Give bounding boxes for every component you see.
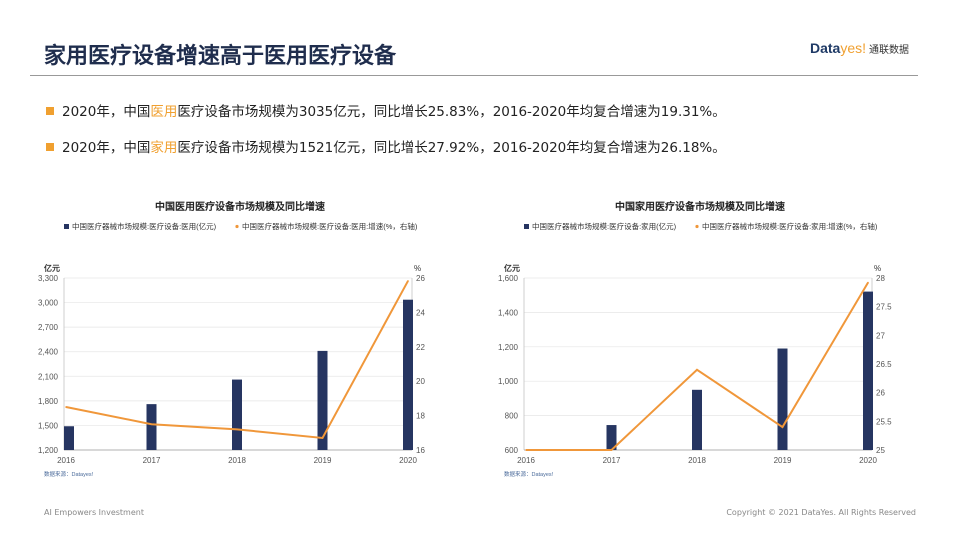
- line-point: [610, 449, 613, 451]
- legend-bar-label: 中国医疗器械市场规模:医疗设备:医用(亿元): [72, 221, 217, 231]
- y2-axis-unit: %: [874, 264, 881, 273]
- logo-main: Data: [810, 40, 841, 56]
- bar: [777, 348, 788, 450]
- bullet-text: 医疗设备市场规模为1521亿元，同比增长27.92%，2016-2020年均复合…: [177, 140, 726, 156]
- legend-bar-swatch: [524, 224, 529, 229]
- y2-tick-label: 26: [416, 274, 425, 283]
- line-point: [781, 426, 784, 428]
- bullet-medical: 2020年，中国医用医疗设备市场规模为3035亿元，同比增长25.83%，201…: [46, 100, 726, 120]
- x-tick-label: 2017: [143, 456, 161, 465]
- chart-title: 中国医用医疗设备市场规模及同比增速: [155, 200, 325, 213]
- y2-tick-label: 20: [416, 377, 425, 386]
- y-axis-unit: 亿元: [504, 263, 520, 273]
- header-divider: [30, 75, 918, 76]
- footer-copyright: Copyright © 2021 DataYes. All Rights Res…: [726, 508, 916, 517]
- y2-axis-unit: %: [414, 264, 421, 273]
- legend-line-swatch: [695, 224, 699, 229]
- bar: [403, 299, 413, 450]
- chart-title: 中国家用医疗设备市场规模及同比增速: [615, 200, 785, 213]
- y2-tick-label: 22: [416, 343, 425, 352]
- bar: [317, 350, 328, 450]
- y-tick-label: 2,700: [38, 323, 59, 332]
- line-point: [525, 449, 527, 451]
- bullet-square-icon: [46, 107, 54, 115]
- bar: [232, 379, 242, 450]
- y-tick-label: 3,000: [38, 299, 59, 308]
- bullet-highlight: 家用: [150, 140, 178, 156]
- bullet-text: 医疗设备市场规模为3035亿元，同比增长25.83%，2016-2020年均复合…: [177, 104, 726, 120]
- line-point: [150, 423, 153, 425]
- x-tick-label: 2017: [603, 456, 621, 465]
- y-tick-label: 1,200: [498, 343, 519, 352]
- bar: [692, 389, 702, 450]
- y2-tick-label: 27.5: [876, 303, 892, 312]
- bullet-household: 2020年，中国家用医疗设备市场规模为1521亿元，同比增长27.92%，201…: [46, 136, 726, 156]
- y-tick-label: 2,100: [38, 372, 59, 381]
- y-tick-label: 1,600: [498, 274, 519, 283]
- logo-cn: 通联数据: [869, 45, 910, 56]
- legend-bar-swatch: [64, 224, 69, 229]
- page-title: 家用医疗设备增速高于医用医疗设备: [44, 44, 397, 69]
- line-point: [321, 437, 324, 439]
- logo-accent: yes!: [840, 40, 867, 56]
- footer-slogan: AI Empowers Investment: [44, 508, 144, 517]
- y-tick-label: 3,300: [38, 274, 59, 283]
- x-tick-label: 2019: [314, 456, 332, 465]
- y2-tick-label: 24: [416, 308, 425, 317]
- y2-tick-label: 26.5: [876, 360, 892, 369]
- bar: [863, 291, 873, 450]
- x-tick-label: 2018: [228, 456, 246, 465]
- bullet-highlight: 医用: [150, 104, 178, 120]
- y2-tick-label: 27: [876, 331, 885, 340]
- line-point: [696, 368, 698, 371]
- bullet-text: 2020年，中国: [62, 104, 151, 120]
- bullet-text: 2020年，中国: [62, 140, 151, 156]
- y-tick-label: 1,400: [498, 308, 519, 317]
- bar: [606, 425, 617, 450]
- x-tick-label: 2016: [57, 456, 75, 465]
- y-tick-label: 800: [505, 412, 519, 421]
- line-point: [407, 280, 409, 282]
- y-tick-label: 1,500: [38, 421, 59, 430]
- y-tick-label: 1,800: [38, 397, 59, 406]
- legend-line-label: 中国医疗器械市场规模:医疗设备:家用:增速(%，右轴): [702, 221, 878, 231]
- legend-line-label: 中国医疗器械市场规模:医疗设备:医用:增速(%，右轴): [242, 221, 418, 231]
- line-point: [65, 406, 67, 408]
- y2-tick-label: 25: [876, 446, 885, 455]
- y2-tick-label: 16: [416, 446, 425, 455]
- x-tick-label: 2018: [688, 456, 706, 465]
- legend-line-swatch: [235, 224, 239, 229]
- x-tick-label: 2020: [859, 456, 877, 465]
- x-tick-label: 2020: [399, 456, 417, 465]
- chart-source: 数据来源：Datayes!: [44, 470, 94, 478]
- legend-bar-label: 中国医疗器械市场规模:医疗设备:家用(亿元): [532, 221, 677, 231]
- datayes-logo: Datayes! 通联数据: [810, 40, 909, 56]
- line-point: [867, 281, 869, 284]
- y-tick-label: 1,000: [498, 377, 519, 386]
- bar: [146, 404, 157, 450]
- chart-source: 数据来源：Datayes!: [504, 470, 554, 478]
- x-tick-label: 2016: [517, 456, 535, 465]
- x-tick-label: 2019: [774, 456, 792, 465]
- y-tick-label: 600: [505, 446, 519, 455]
- y2-tick-label: 25.5: [876, 417, 892, 426]
- y2-tick-label: 28: [876, 274, 885, 283]
- y-tick-label: 2,400: [38, 348, 59, 357]
- y-tick-label: 1,200: [38, 446, 59, 455]
- bar: [64, 426, 74, 450]
- bullet-square-icon: [46, 143, 54, 151]
- line-point: [236, 428, 238, 431]
- y2-tick-label: 26: [876, 389, 885, 398]
- y2-tick-label: 18: [416, 412, 425, 421]
- y-axis-unit: 亿元: [44, 263, 60, 273]
